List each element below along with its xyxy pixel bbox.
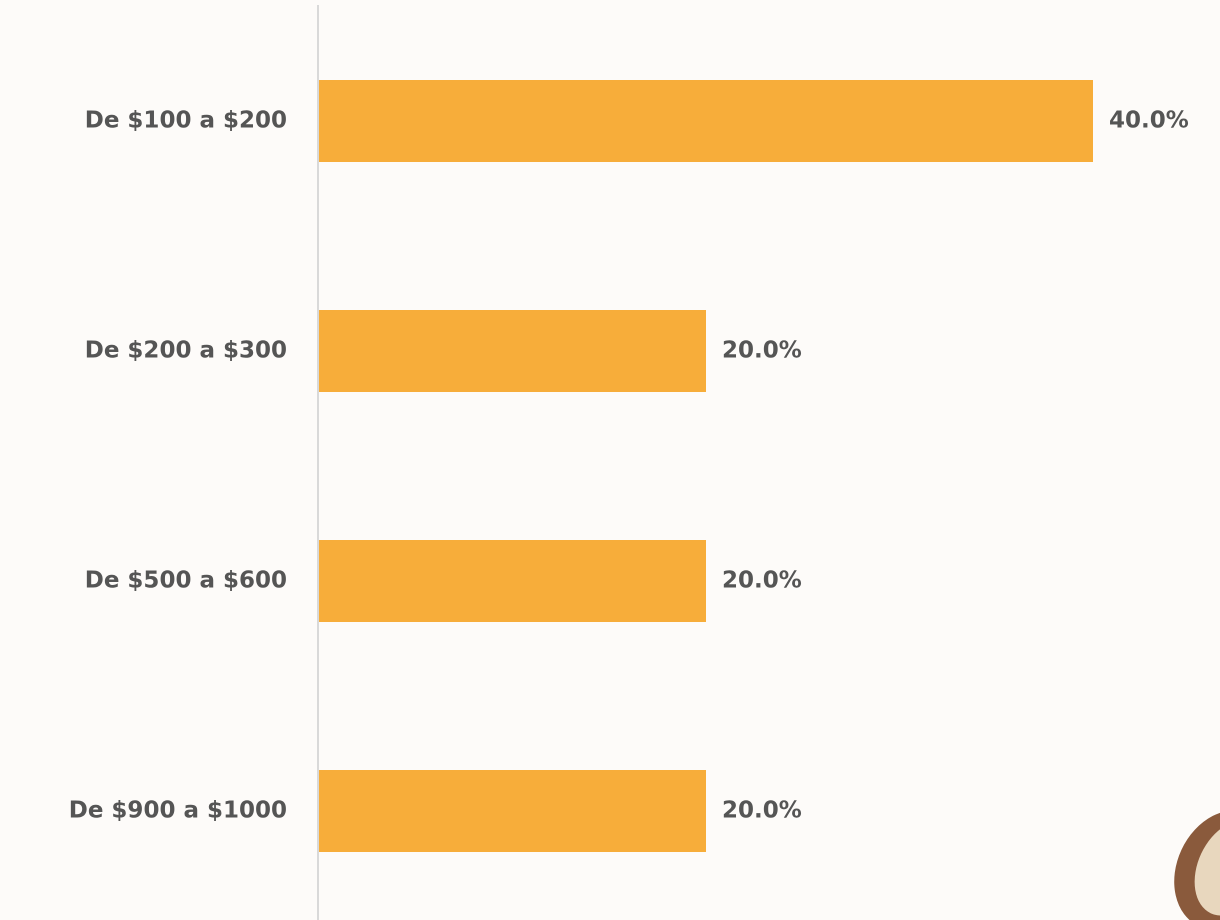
value-label: 20.0% <box>722 798 802 824</box>
y-tick-label: De $900 a $1000 <box>69 798 287 824</box>
value-label: 20.0% <box>722 338 802 364</box>
decor-icon <box>1174 810 1220 920</box>
y-tick-label: De $100 a $200 <box>85 108 287 134</box>
value-label: 40.0% <box>1109 108 1189 134</box>
bar <box>319 310 706 392</box>
bar <box>319 80 1093 162</box>
value-label: 20.0% <box>722 568 802 594</box>
bar <box>319 770 706 852</box>
y-tick-label: De $500 a $600 <box>85 568 287 594</box>
bar <box>319 540 706 622</box>
y-tick-label: De $200 a $300 <box>85 338 287 364</box>
